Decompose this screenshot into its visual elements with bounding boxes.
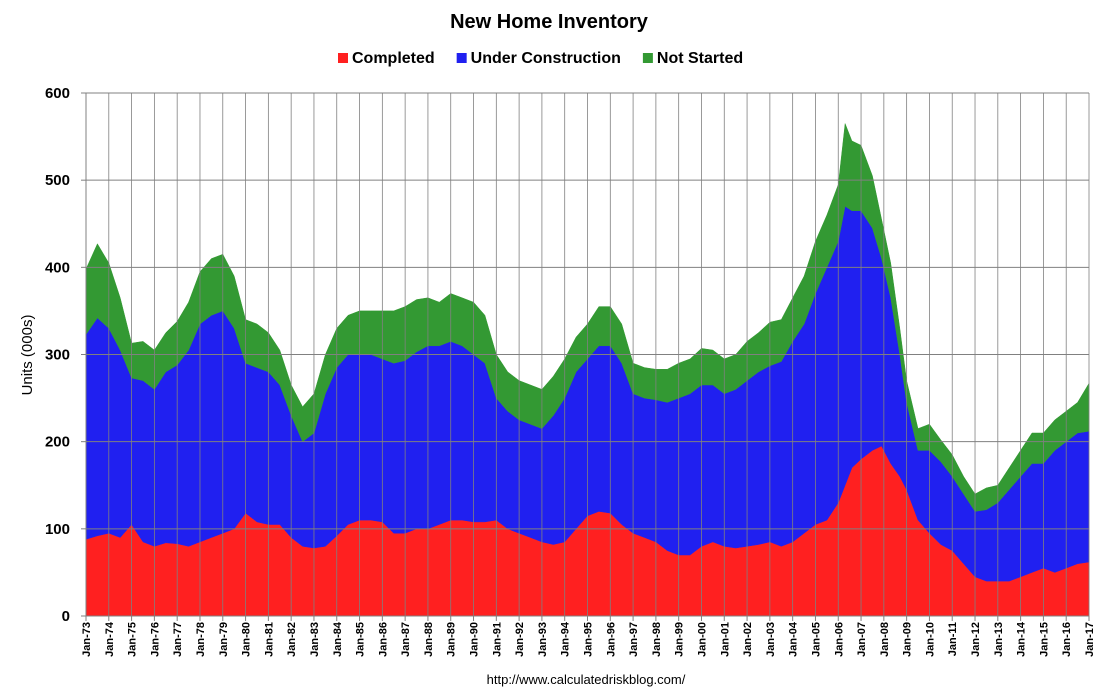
x-tick-label: Jan-99 (674, 622, 686, 657)
x-tick-label: Jan-93 (537, 622, 549, 657)
x-tick-label: Jan-85 (355, 622, 367, 657)
x-tick-label: Jan-80 (241, 622, 253, 657)
legend-label: Completed (352, 50, 435, 67)
x-tick-label: Jan-97 (628, 622, 640, 657)
x-tick-label: Jan-78 (195, 622, 207, 657)
x-tick-label: Jan-79 (218, 622, 230, 657)
x-tick-label: Jan-83 (309, 622, 321, 657)
x-tick-label: Jan-16 (1061, 622, 1073, 657)
x-tick-label: Jan-92 (514, 622, 526, 657)
x-tick-label: Jan-11 (947, 622, 959, 656)
x-tick-label: Jan-89 (446, 622, 458, 657)
legend-label: Not Started (657, 50, 743, 67)
y-tick-label: 100 (45, 521, 70, 538)
x-tick-label: Jan-90 (469, 622, 481, 657)
x-tick-label: Jan-08 (879, 622, 891, 657)
x-tick-label: Jan-86 (377, 622, 389, 657)
y-tick-label: 200 (45, 434, 70, 451)
x-tick-label: Jan-87 (400, 622, 412, 657)
x-tick-label: Jan-75 (127, 622, 139, 657)
y-tick-label: 300 (45, 347, 70, 364)
x-axis-ticks: Jan-73 Jan-74 Jan-75 Jan-76 Jan-77 Jan-78 Jan-… (81, 616, 1096, 657)
y-axis-ticks: 0 100 200 300 400 500 600 (45, 85, 86, 625)
x-tick-label: Jan-03 (765, 622, 777, 657)
x-tick-label: Jan-06 (833, 622, 845, 657)
y-tick-label: 400 (45, 259, 70, 276)
x-tick-label: Jan-15 (1038, 622, 1050, 657)
x-tick-label: Jan-09 (902, 622, 914, 657)
legend: Completed Under Construction Not Started (338, 50, 743, 67)
legend-label: Under Construction (471, 50, 621, 67)
x-tick-label: Jan-96 (605, 622, 617, 657)
legend-swatch (642, 53, 653, 63)
y-tick-label: 0 (62, 608, 70, 625)
y-axis-label: Units (000s) (19, 315, 36, 396)
x-tick-label: Jan-84 (332, 621, 344, 657)
y-tick-label: 500 (45, 172, 70, 189)
legend-item-under-construction: Under Construction (456, 50, 621, 67)
x-tick-label: Jan-04 (788, 621, 800, 657)
x-tick-label: Jan-13 (993, 622, 1005, 657)
source-url: http://www.calculatedriskblog.com/ (487, 672, 686, 687)
gridlines (85, 92, 1090, 616)
x-tick-label: Jan-81 (263, 622, 275, 657)
legend-swatch (456, 53, 467, 63)
x-tick-label: Jan-95 (583, 622, 595, 657)
x-tick-label: Jan-14 (1016, 621, 1028, 657)
x-tick-label: Jan-76 (149, 622, 161, 657)
x-tick-label: Jan-02 (742, 622, 754, 657)
x-tick-label: Jan-73 (81, 622, 93, 657)
x-tick-label: Jan-88 (423, 622, 435, 657)
x-tick-label: Jan-91 (491, 622, 503, 657)
legend-item-completed: Completed (338, 50, 435, 67)
x-tick-label: Jan-12 (970, 622, 982, 657)
x-tick-label: Jan-07 (856, 622, 868, 657)
legend-swatch (338, 53, 348, 63)
x-tick-label: Jan-98 (651, 622, 663, 657)
x-tick-label: Jan-10 (924, 622, 936, 657)
x-tick-label: Jan-17 (1084, 622, 1096, 657)
chart-title: New Home Inventory (450, 11, 649, 33)
x-tick-label: Jan-77 (172, 622, 184, 657)
x-tick-label: Jan-05 (811, 622, 823, 657)
x-tick-label: Jan-82 (286, 622, 298, 657)
x-tick-label: Jan-74 (104, 621, 116, 657)
y-tick-label: 600 (45, 85, 70, 102)
x-tick-label: Jan-01 (719, 622, 731, 657)
x-tick-label: Jan-94 (560, 621, 572, 657)
legend-item-not-started: Not Started (642, 50, 743, 67)
x-tick-label: Jan-00 (697, 622, 709, 657)
